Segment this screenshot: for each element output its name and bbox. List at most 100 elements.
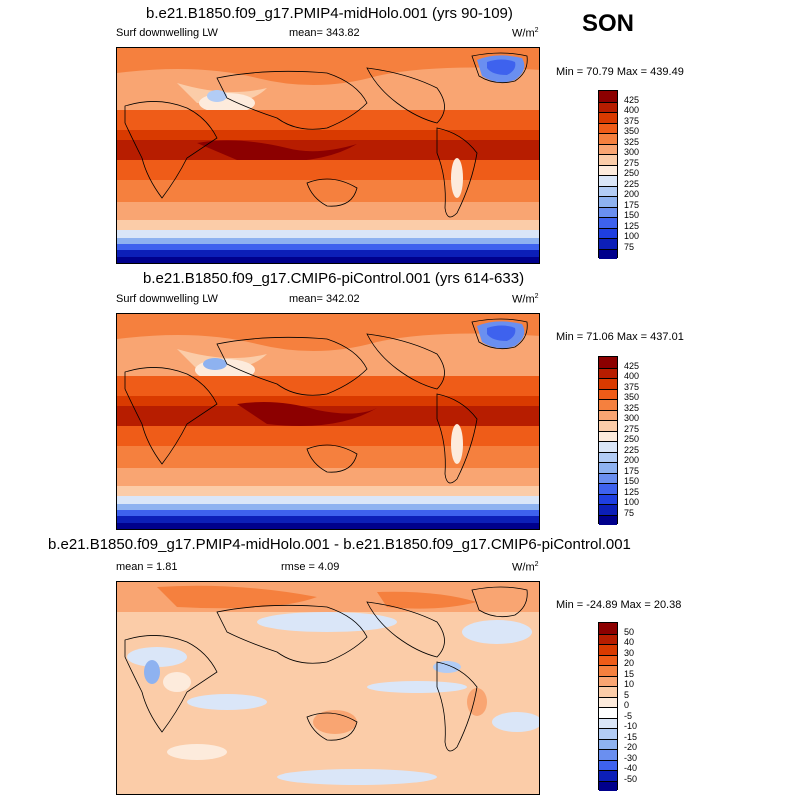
colorbar-segment	[599, 248, 617, 259]
colorbar-segment	[599, 217, 617, 228]
colorbar-segment	[599, 388, 617, 399]
colorbar-tick-label: 30	[624, 647, 635, 658]
colorbar-tick-label: 425	[624, 94, 640, 105]
panel-2-minmax: Min = 71.06 Max = 437.01	[556, 331, 684, 343]
panel-3-units: W/m2	[512, 561, 539, 574]
colorbar-segment	[599, 378, 617, 389]
colorbar-segment	[599, 91, 617, 102]
colorbar-tick-label: 175	[624, 199, 640, 210]
colorbar-segment	[599, 759, 617, 770]
colorbar-tick-label: 275	[624, 423, 640, 434]
colorbar-segment	[599, 665, 617, 676]
panel-3-minmax: Min = -24.89 Max = 20.38	[556, 599, 682, 611]
colorbar-tick-label: 200	[624, 455, 640, 465]
colorbar-segment	[599, 122, 617, 133]
colorbar-segment	[599, 143, 617, 154]
panel-3-mean-label: mean = 1.81	[116, 561, 178, 573]
colorbar-tick-label: 50	[624, 626, 635, 637]
colorbar-segment	[599, 420, 617, 431]
colorbar-tick-label: 125	[624, 486, 640, 497]
colorbar-segment	[599, 367, 617, 378]
colorbar-tick-label: 15	[624, 668, 635, 679]
colorbar-segment	[599, 728, 617, 739]
panel-2-title: b.e21.B1850.f09_g17.CMIP6-piControl.001 …	[143, 270, 525, 287]
colorbar-tick-label: 250	[624, 168, 640, 178]
colorbar-tick-label: 300	[624, 147, 640, 157]
colorbar-segment	[599, 686, 617, 697]
colorbar-tick-label: -40	[624, 763, 638, 773]
colorbar-tick-label: 40	[624, 637, 635, 647]
colorbar-segment	[599, 154, 617, 165]
colorbar-tick-label: 225	[624, 178, 640, 189]
colorbar-segment	[599, 185, 617, 196]
colorbar-tick-label: 5	[624, 689, 630, 700]
colorbar-tick-label: 175	[624, 465, 640, 476]
colorbar-segment	[599, 357, 617, 368]
colorbar-segment	[599, 175, 617, 186]
panel-3-map	[116, 581, 540, 795]
colorbar-tick-label: 100	[624, 497, 640, 507]
colorbar-tick-label: -10	[624, 721, 638, 731]
panel-1-title: b.e21.B1850.f09_g17.PMIP4-midHolo.001 (y…	[146, 5, 513, 22]
colorbar-segment	[599, 675, 617, 686]
colorbar-tick-label: 150	[624, 476, 640, 486]
colorbar-segment	[599, 112, 617, 123]
colorbar-tick-label: 425	[624, 360, 640, 371]
colorbar-segment	[599, 514, 617, 525]
colorbar-tick-label: 400	[624, 371, 640, 381]
colorbar-tick-label: 200	[624, 189, 640, 199]
colorbar-tick-label: 75	[624, 507, 635, 518]
panel-2-map	[116, 313, 540, 530]
colorbar-segment	[599, 196, 617, 207]
colorbar-tick-label: -5	[624, 710, 633, 721]
panel-2-variable-label: Surf downwelling LW	[116, 293, 218, 305]
colorbar-tick-label: 275	[624, 157, 640, 168]
panel-2-units: W/m2	[512, 293, 539, 306]
colorbar-tick-label: 300	[624, 413, 640, 423]
panel-3-rmse-label: rmse = 4.09	[281, 561, 340, 573]
colorbar-segment	[599, 717, 617, 728]
colorbar-segment	[599, 770, 617, 781]
colorbar-tick-label: 10	[624, 679, 635, 689]
colorbar-tick-label: 400	[624, 105, 640, 115]
colorbar-segment	[599, 409, 617, 420]
colorbar-segment	[599, 738, 617, 749]
colorbar-segment	[599, 164, 617, 175]
colorbar-segment	[599, 483, 617, 494]
panel-1-variable-label: Surf downwelling LW	[116, 27, 218, 39]
panel-1-units: W/m2	[512, 27, 539, 40]
colorbar-segment	[599, 780, 617, 791]
panel-1-colorbar	[598, 90, 618, 259]
colorbar-tick-label: 0	[624, 700, 630, 710]
colorbar-segment	[599, 238, 617, 249]
panel-3-title: b.e21.B1850.f09_g17.PMIP4-midHolo.001 - …	[48, 536, 631, 553]
colorbar-tick-label: 100	[624, 231, 640, 241]
colorbar-segment	[599, 462, 617, 473]
colorbar-tick-label: 225	[624, 444, 640, 455]
colorbar-segment	[599, 399, 617, 410]
panel-1-map	[116, 47, 540, 264]
season-label: SON	[582, 10, 635, 37]
colorbar-tick-label: 375	[624, 115, 640, 126]
colorbar-segment	[599, 644, 617, 655]
colorbar-tick-label: 250	[624, 434, 640, 444]
colorbar-segment	[599, 654, 617, 665]
colorbar-segment	[599, 472, 617, 483]
colorbar-tick-label: 75	[624, 241, 635, 252]
colorbar-tick-label: -50	[624, 773, 638, 784]
colorbar-tick-label: -30	[624, 752, 638, 763]
colorbar-segment	[599, 633, 617, 644]
colorbar-segment	[599, 441, 617, 452]
colorbar-tick-label: 350	[624, 392, 640, 402]
colorbar-segment	[599, 493, 617, 504]
colorbar-segment	[599, 451, 617, 462]
colorbar-tick-label: -20	[624, 742, 638, 752]
colorbar-segment	[599, 133, 617, 144]
colorbar-segment	[599, 206, 617, 217]
colorbar-tick-label: -15	[624, 731, 638, 742]
colorbar-segment	[599, 101, 617, 112]
colorbar-tick-label: 20	[624, 658, 635, 668]
colorbar-segment	[599, 623, 617, 634]
panel-2-colorbar	[598, 356, 618, 525]
colorbar-segment	[599, 227, 617, 238]
